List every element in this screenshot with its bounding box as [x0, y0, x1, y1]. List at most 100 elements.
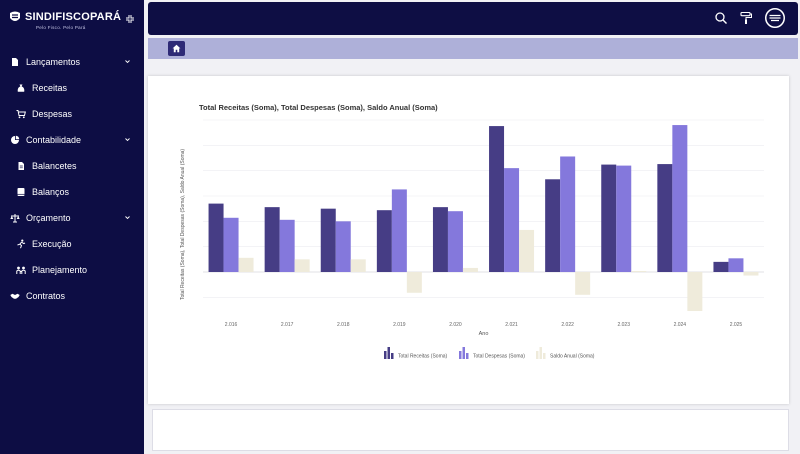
bar-anual	[350, 259, 366, 272]
x-tick-label: 2.024	[674, 322, 687, 328]
brand-name: SINDIFISCOPARÁ	[25, 11, 122, 23]
bar-receitas	[601, 164, 617, 272]
chevron-down-icon	[125, 216, 130, 220]
bar-receitas	[545, 179, 561, 272]
avatar[interactable]	[764, 7, 786, 29]
legend-swatch	[536, 351, 539, 359]
brand[interactable]: SINDIFISCOPARÁ Pelo Fisco. Pelo Pará	[8, 10, 121, 30]
money-bag-icon	[16, 83, 26, 93]
bar-despesas	[391, 189, 407, 272]
sidebar-item-receitas[interactable]: Receitas	[16, 81, 67, 95]
brand-slogan: Pelo Fisco. Pelo Pará	[36, 25, 86, 30]
bar-anual	[294, 259, 310, 272]
paint-roller-icon[interactable]	[739, 11, 753, 25]
sidebar-item-label: Orçamento	[26, 213, 71, 223]
sidebar-item-balancos[interactable]: Balanços	[16, 185, 69, 199]
sidebar-item-label: Lançamentos	[26, 57, 81, 67]
bar-despesas	[504, 168, 520, 272]
sidebar-item-balancetes[interactable]: Balancetes	[16, 159, 77, 173]
bar-anual	[462, 267, 478, 272]
legend-label: Total Receitas (Soma)	[398, 354, 448, 360]
sidebar-item-label: Balancetes	[32, 161, 77, 171]
bar-receitas	[489, 126, 505, 272]
home-button[interactable]	[168, 41, 185, 56]
x-tick-label: 2.022	[561, 322, 574, 328]
sidebar-item-label: Execução	[32, 239, 72, 249]
x-tick-label: 2.016	[225, 322, 238, 328]
sidebar-item-label: Balanços	[32, 187, 70, 197]
sidebar-item-contratos[interactable]: Contratos	[10, 289, 65, 303]
bar-despesas	[672, 125, 688, 272]
sidebar-item-contabilidade[interactable]: Contabilidade	[10, 133, 130, 147]
chart-card: Total Receitas (Soma), Total Despesas (S…	[148, 76, 789, 404]
legend-swatch	[543, 353, 546, 359]
bar-despesas	[447, 211, 463, 272]
sidebar-item-planejamento[interactable]: Planejamento	[16, 263, 87, 277]
bar-chart: 2.016 2.017 2.018 2.019 2.020 2.021 2.022 2.023…	[203, 119, 764, 360]
bar-despesas	[728, 258, 744, 272]
bar-anual	[238, 257, 254, 272]
breadcrumb	[148, 38, 798, 59]
bar-receitas	[320, 208, 336, 272]
bar-anual	[743, 272, 759, 276]
sidebar-item-label: Receitas	[32, 83, 68, 93]
bar-receitas	[264, 207, 280, 272]
sidebar-item-execucao[interactable]: Execução	[16, 237, 72, 251]
bar-anual	[631, 270, 647, 272]
pie-chart-icon	[10, 135, 20, 145]
bar-anual	[406, 272, 422, 293]
legend-swatch	[466, 353, 469, 359]
bar-receitas	[657, 164, 673, 272]
x-tick-label: 2.019	[393, 322, 406, 328]
bar-despesas	[616, 165, 632, 272]
chevron-down-icon	[125, 60, 130, 64]
document-icon	[16, 161, 26, 171]
sidebar-item-lancamentos[interactable]: Lançamentos	[10, 55, 130, 69]
legend-label: Saldo Anual (Soma)	[550, 354, 595, 360]
bar-receitas	[376, 210, 392, 272]
legend-swatch	[539, 347, 542, 359]
sidebar-item-label: Despesas	[32, 109, 73, 119]
x-tick-label: 2.021	[505, 322, 518, 328]
scale-icon	[10, 213, 20, 223]
bar-receitas	[208, 203, 224, 272]
bar-anual	[519, 229, 535, 272]
x-tick-label: 2.017	[281, 322, 294, 328]
sidebar-item-label: Contabilidade	[26, 135, 82, 145]
search-icon[interactable]	[714, 11, 728, 25]
people-icon	[16, 265, 26, 275]
bar-anual	[687, 272, 703, 312]
legend-swatch	[462, 347, 465, 359]
secondary-card	[152, 409, 789, 451]
brand-logo-icon	[10, 11, 20, 21]
sidebar-item-label: Contratos	[26, 291, 66, 301]
legend-swatch	[387, 347, 390, 359]
bar-anual	[575, 272, 591, 295]
collapse-icon[interactable]	[125, 14, 135, 24]
cart-icon	[16, 109, 26, 119]
x-tick-label: 2.020	[449, 322, 462, 328]
x-tick-label: 2.023	[617, 322, 630, 328]
legend-label: Total Despesas (Soma)	[473, 354, 525, 360]
bar-receitas	[713, 261, 729, 272]
x-axis-label: Ano	[479, 331, 489, 337]
bar-despesas	[560, 156, 576, 272]
bar-despesas	[335, 221, 351, 272]
home-icon	[172, 44, 181, 53]
bar-receitas	[432, 207, 448, 272]
book-icon	[16, 187, 26, 197]
x-tick-label: 2.025	[730, 322, 743, 328]
sidebar-item-despesas[interactable]: Despesas	[16, 107, 72, 121]
sidebar: SINDIFISCOPARÁ Pelo Fisco. Pelo Pará Lan…	[0, 0, 144, 454]
chevron-down-icon	[125, 138, 130, 142]
legend-swatch	[384, 351, 387, 359]
sidebar-item-orcamento[interactable]: Orçamento	[10, 211, 130, 225]
file-icon	[10, 57, 20, 67]
legend-swatch	[391, 353, 394, 359]
avatar-icon	[766, 9, 784, 27]
x-tick-label: 2.018	[337, 322, 350, 328]
bar-despesas	[279, 219, 295, 272]
sidebar-item-label: Planejamento	[32, 265, 88, 275]
top-bar	[148, 2, 798, 35]
running-icon	[16, 239, 26, 249]
